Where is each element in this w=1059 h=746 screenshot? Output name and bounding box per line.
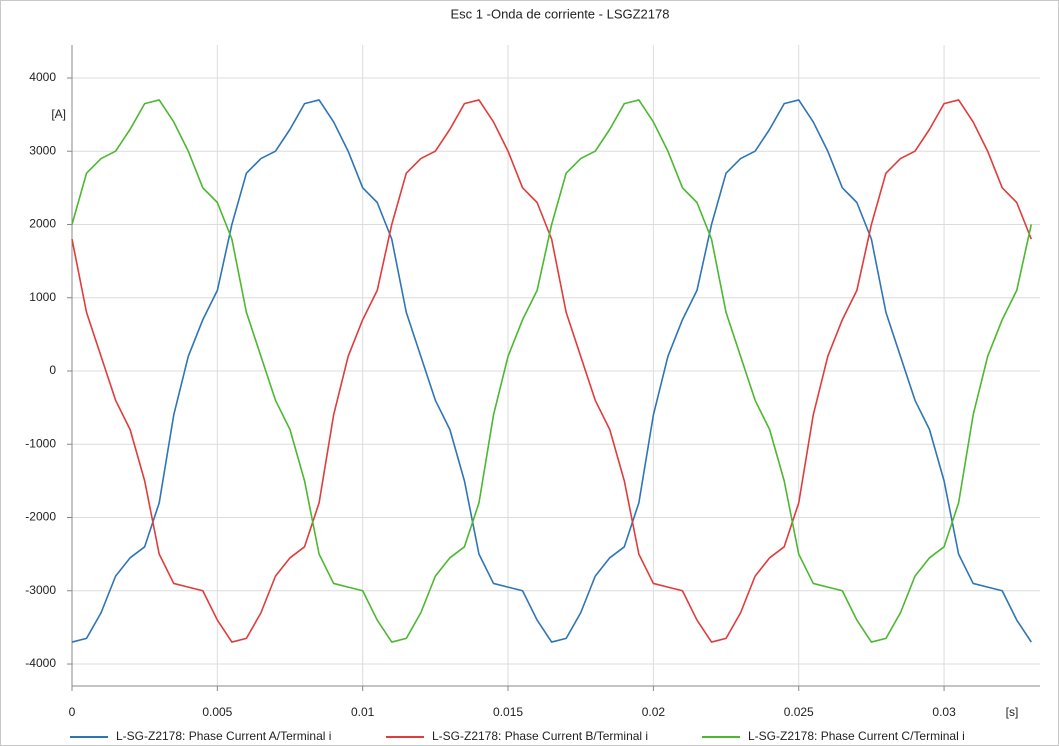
chart-title: Esc 1 -Onda de corriente - LSGZ2178 — [451, 6, 670, 21]
x-tick-label: 0.01 — [351, 705, 375, 719]
legend-label: L-SG-Z2178: Phase Current B/Terminal i — [432, 729, 648, 743]
legend-label: L-SG-Z2178: Phase Current A/Terminal i — [116, 729, 331, 743]
x-axis-label: [s] — [1006, 705, 1019, 719]
x-tick-label: 0.005 — [202, 705, 232, 719]
y-tick-label: 2000 — [29, 217, 56, 231]
legend-label: L-SG-Z2178: Phase Current C/Terminal i — [748, 729, 965, 743]
series-line — [71, 99, 1033, 643]
x-tick-label: 0 — [69, 705, 76, 719]
y-tick-label: -4000 — [25, 656, 56, 670]
series-line — [71, 99, 1032, 643]
x-tick-label: 0.015 — [493, 705, 523, 719]
y-tick-label: -3000 — [25, 583, 56, 597]
y-tick-label: 1000 — [29, 290, 56, 304]
y-tick-label: -1000 — [25, 436, 56, 450]
series-line — [71, 99, 1033, 643]
y-tick-label: 3000 — [29, 143, 56, 157]
x-tick-label: 0.02 — [642, 705, 666, 719]
y-tick-label: 4000 — [29, 70, 56, 84]
x-tick-label: 0.03 — [932, 705, 956, 719]
y-tick-label: -2000 — [25, 510, 56, 524]
y-axis-label: [A] — [51, 107, 66, 121]
x-tick-label: 0.025 — [784, 705, 814, 719]
y-tick-label: 0 — [49, 363, 56, 377]
